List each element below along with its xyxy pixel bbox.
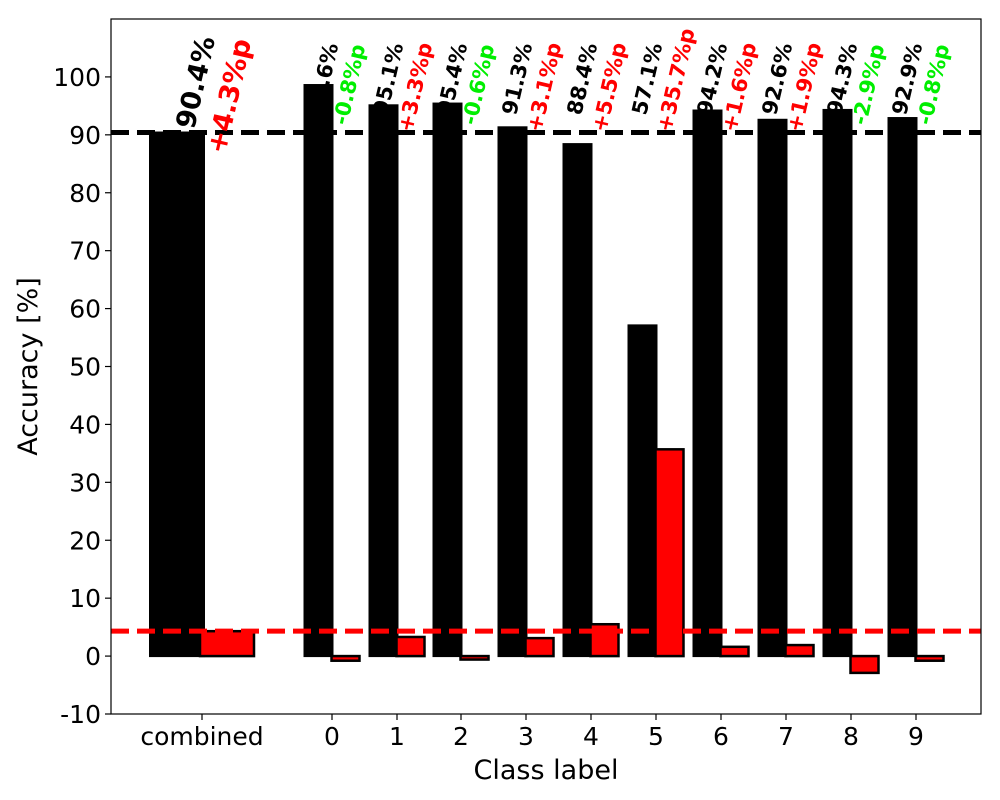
delta-bar-1 bbox=[395, 635, 426, 658]
accuracy-bar-6 bbox=[692, 109, 723, 658]
y-tick-label: -10 bbox=[60, 700, 101, 729]
y-tick-label: 50 bbox=[69, 353, 101, 382]
accuracy-bar-4 bbox=[562, 143, 593, 658]
x-tick-label-7: 7 bbox=[778, 722, 794, 751]
accuracy-bar-1 bbox=[368, 104, 399, 658]
delta-bar-6 bbox=[719, 645, 750, 658]
x-tick-label-3: 3 bbox=[518, 722, 534, 751]
accuracy-bar-8 bbox=[822, 108, 853, 658]
y-tick-label: 100 bbox=[53, 63, 101, 92]
accuracy-bar-5 bbox=[627, 324, 658, 658]
accuracy-bar-7 bbox=[757, 118, 788, 658]
y-tick-label: 60 bbox=[69, 295, 101, 324]
x-tick-label-2: 2 bbox=[453, 722, 469, 751]
bars-layer bbox=[149, 84, 945, 675]
x-tick-label-combined: combined bbox=[140, 722, 263, 751]
accuracy-bar-9 bbox=[887, 117, 918, 658]
delta-bar-7 bbox=[784, 643, 815, 658]
y-tick-label: 30 bbox=[69, 468, 101, 497]
y-tick-label: 20 bbox=[69, 526, 101, 555]
x-tick-label-1: 1 bbox=[389, 722, 405, 751]
y-tick-label: 40 bbox=[69, 410, 101, 439]
delta-bar-9 bbox=[914, 654, 945, 662]
accuracy-bar-2 bbox=[432, 102, 463, 658]
accuracy-bar-0 bbox=[303, 84, 334, 658]
x-tick-label-0: 0 bbox=[324, 722, 340, 751]
x-tick-label-4: 4 bbox=[583, 722, 599, 751]
y-tick-label: 90 bbox=[69, 121, 101, 150]
y-axis-label: Accuracy [%] bbox=[13, 277, 44, 456]
delta-bar-5 bbox=[654, 448, 685, 658]
x-tick-label-6: 6 bbox=[713, 722, 729, 751]
delta-bar-2 bbox=[459, 654, 490, 661]
y-tick-label: 10 bbox=[69, 584, 101, 613]
x-tick-label-9: 9 bbox=[908, 722, 924, 751]
y-tick-label: 70 bbox=[69, 237, 101, 266]
x-tick-label-8: 8 bbox=[843, 722, 859, 751]
y-tick-label: 80 bbox=[69, 179, 101, 208]
accuracy-bar-3 bbox=[497, 126, 528, 658]
y-tick-label: 0 bbox=[85, 642, 101, 671]
x-tick-label-5: 5 bbox=[648, 722, 664, 751]
reference-lines-layer bbox=[111, 130, 981, 634]
delta-bar-3 bbox=[524, 636, 555, 658]
delta-bar-8 bbox=[849, 654, 880, 675]
delta-bar-0 bbox=[330, 654, 361, 662]
x-axis-label: Class label bbox=[474, 755, 619, 786]
ticks-layer: -10 0 10 20 30 40 50 60 70 80 90 100 combined 0 1 2 3 4 5 6… bbox=[53, 63, 924, 751]
accuracy-bar-combined bbox=[149, 131, 205, 658]
delta-bar-combined bbox=[198, 629, 256, 658]
